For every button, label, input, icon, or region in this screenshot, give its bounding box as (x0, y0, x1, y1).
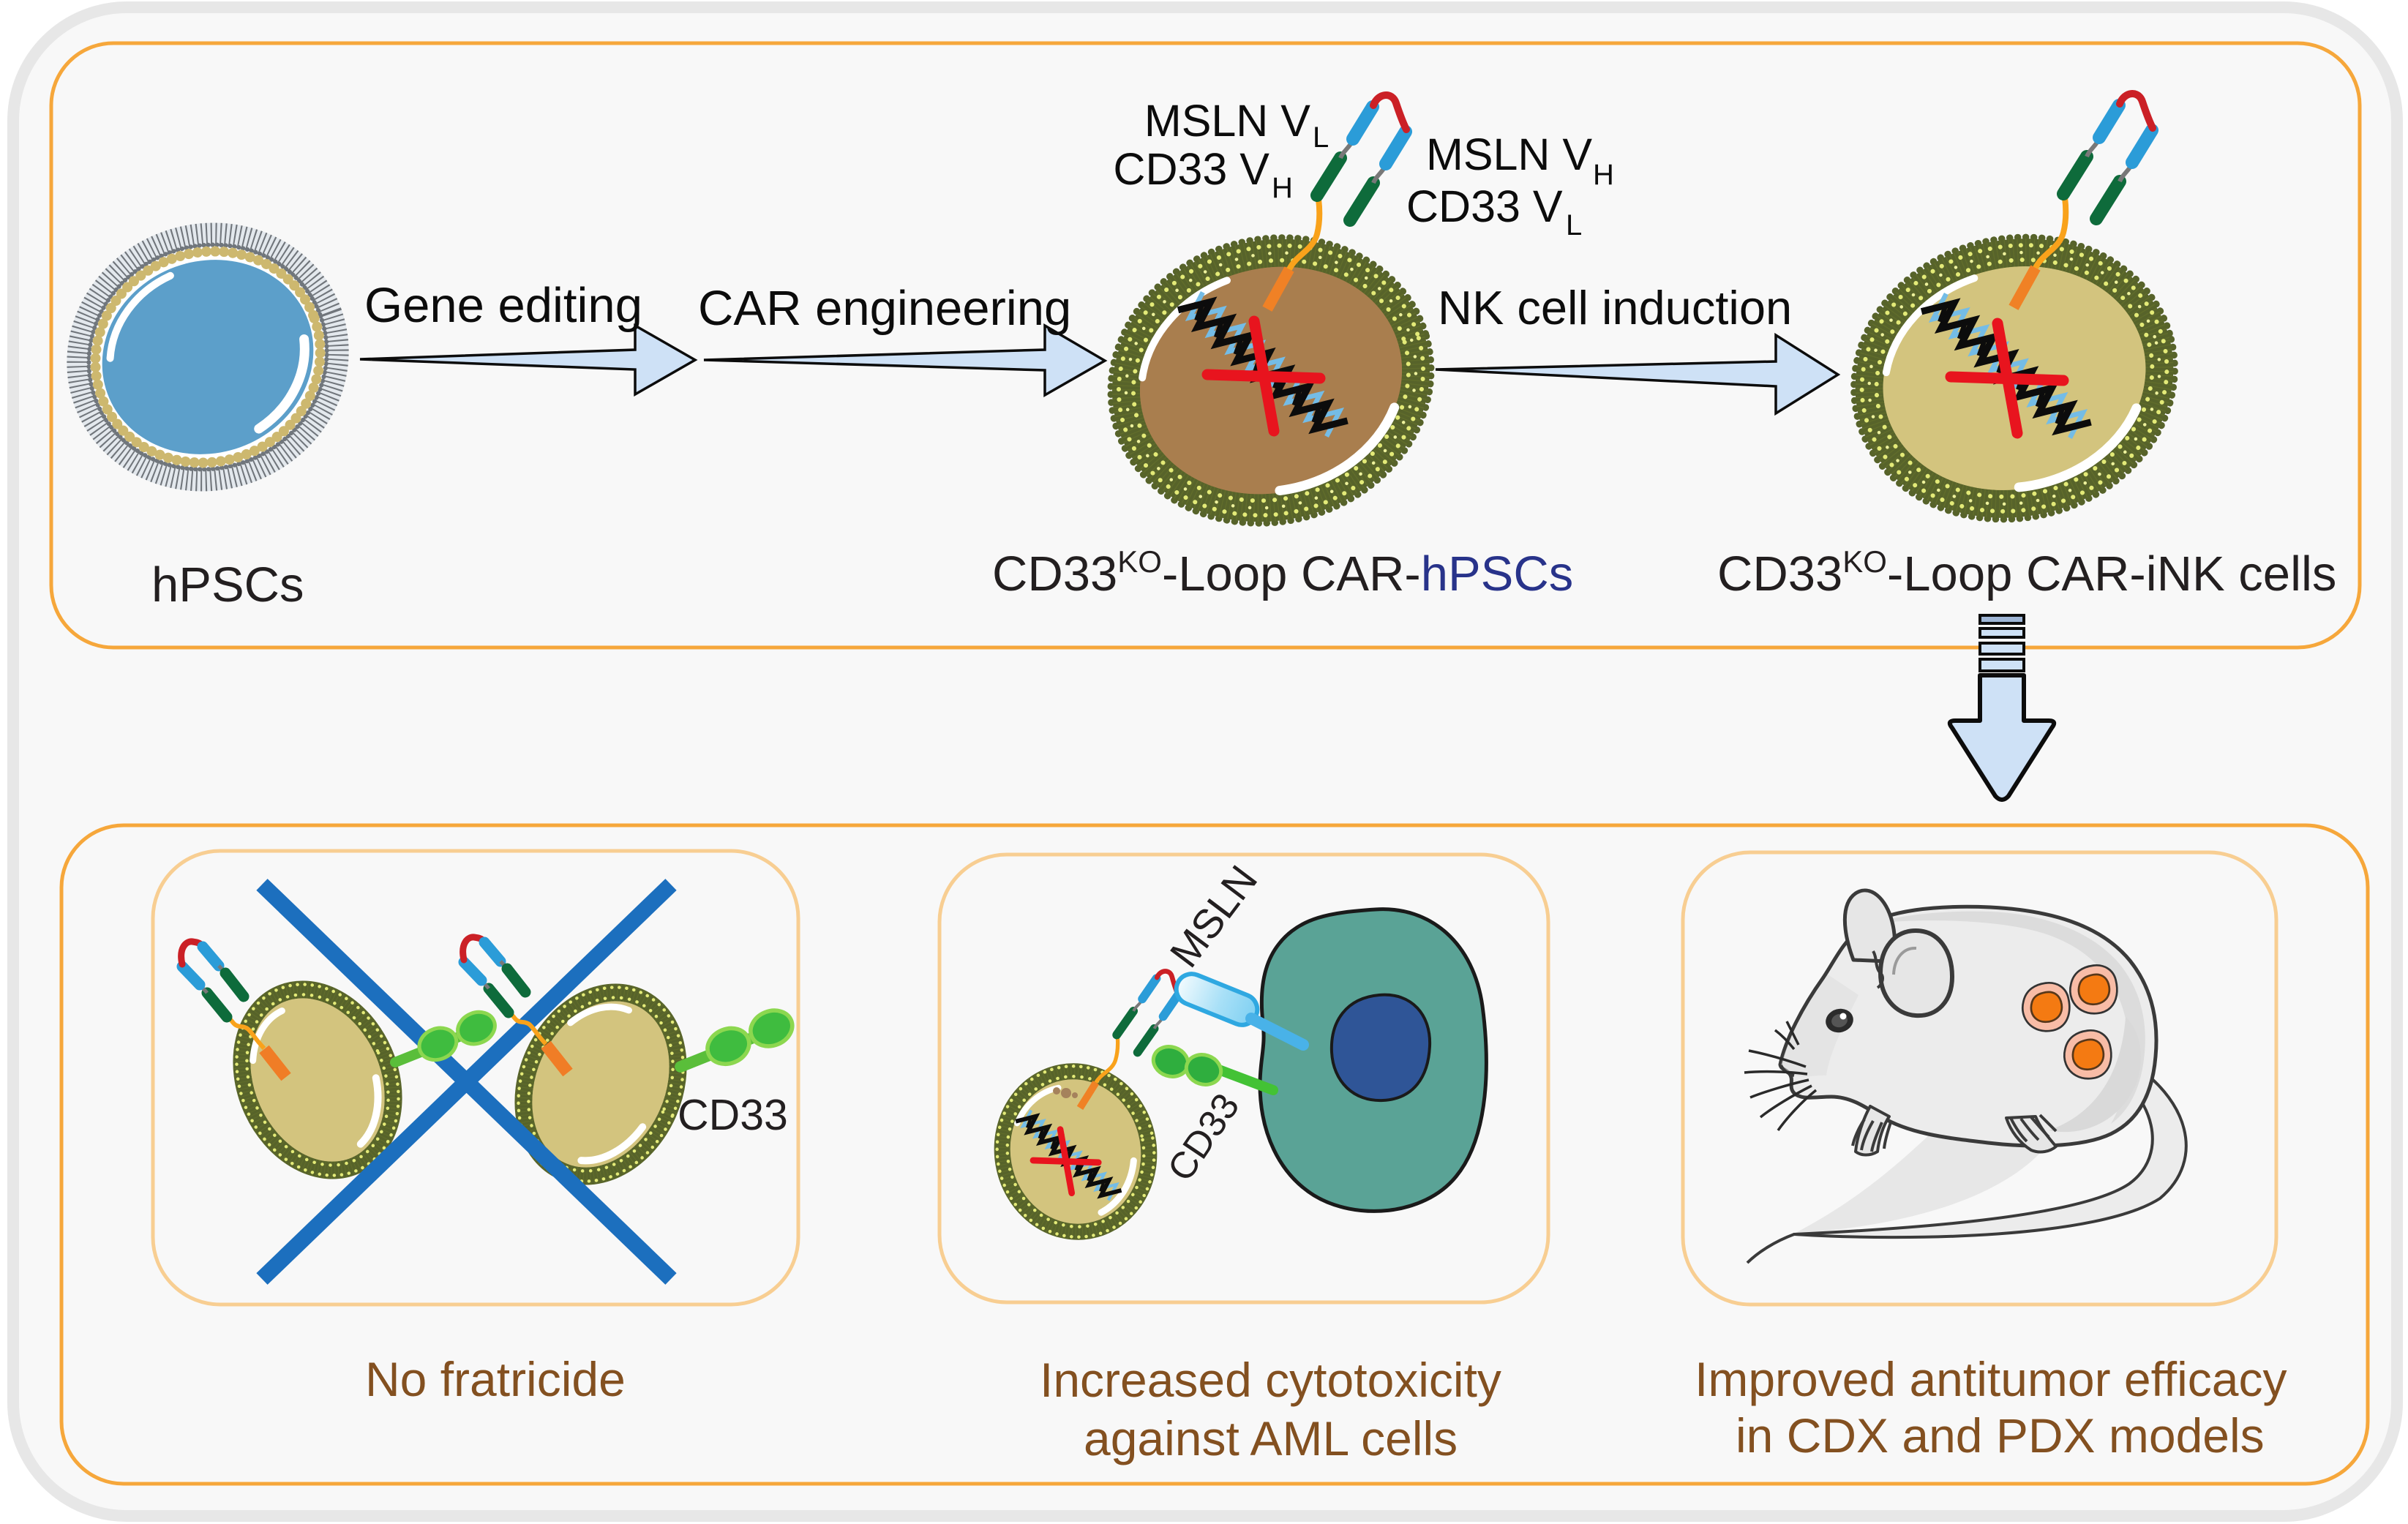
svg-text:No fratricide: No fratricide (365, 1352, 626, 1406)
svg-text:CD33: CD33 (678, 1091, 788, 1139)
svg-text:MSLN V: MSLN V (1144, 96, 1310, 146)
svg-text:Increased cytotoxicity: Increased cytotoxicity (1040, 1353, 1501, 1407)
svg-text:CAR engineering: CAR engineering (698, 281, 1071, 336)
svg-text:Improved antitumor efficacy: Improved antitumor efficacy (1695, 1352, 2287, 1406)
svg-text:CD33KO-Loop CAR-iNK cells: CD33KO-Loop CAR-iNK cells (1717, 544, 2336, 601)
svg-text:hPSCs: hPSCs (151, 558, 304, 612)
svg-text:in CDX and PDX models: in CDX and PDX models (1736, 1408, 2265, 1463)
svg-text:CD33 V: CD33 V (1406, 181, 1563, 231)
svg-text:Gene editing: Gene editing (364, 278, 642, 333)
svg-text:CD33KO-Loop CAR-hPSCs: CD33KO-Loop CAR-hPSCs (992, 544, 1573, 601)
svg-text:NK cell induction: NK cell induction (1438, 281, 1792, 334)
svg-text:L: L (1313, 121, 1329, 154)
svg-text:CD33 V: CD33 V (1113, 144, 1269, 194)
svg-text:H: H (1593, 159, 1614, 191)
svg-text:H: H (1272, 172, 1293, 204)
svg-text:against AML cells: against AML cells (1084, 1411, 1458, 1465)
svg-text:MSLN V: MSLN V (1426, 129, 1592, 179)
svg-text:L: L (1566, 209, 1582, 241)
